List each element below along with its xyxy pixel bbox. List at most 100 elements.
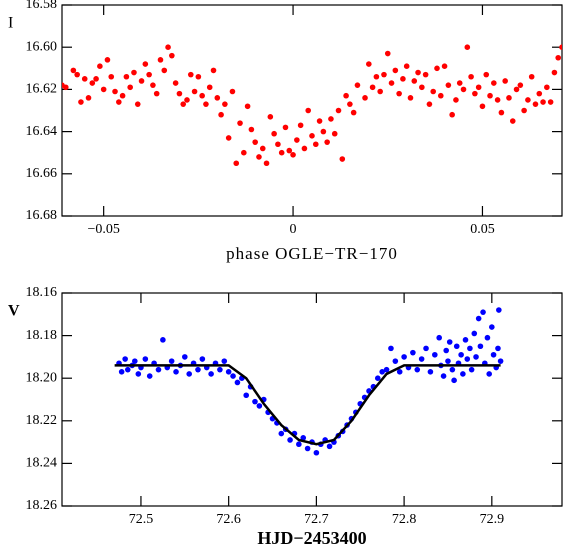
data-point bbox=[551, 69, 558, 76]
data-point bbox=[532, 101, 539, 107]
data-point bbox=[118, 369, 125, 375]
x-axis-label: phase OGLE−TR−170 bbox=[226, 244, 398, 263]
data-point bbox=[484, 334, 491, 341]
y-tick-label: 16.64 bbox=[26, 124, 58, 139]
data-point bbox=[304, 445, 311, 452]
data-point bbox=[287, 437, 293, 443]
data-point bbox=[187, 71, 194, 78]
data-point bbox=[267, 114, 274, 120]
data-point bbox=[374, 375, 381, 382]
data-point bbox=[229, 88, 236, 95]
data-point bbox=[221, 358, 228, 364]
data-point bbox=[142, 356, 149, 362]
data-point bbox=[210, 67, 217, 74]
data-point bbox=[490, 351, 497, 358]
data-point bbox=[494, 97, 501, 103]
data-point bbox=[388, 80, 395, 86]
data-point bbox=[472, 90, 478, 97]
y-tick-label: 18.24 bbox=[26, 456, 58, 471]
data-point bbox=[290, 152, 296, 158]
data-point bbox=[256, 403, 263, 409]
x-tick-label: 72.5 bbox=[129, 512, 154, 527]
plot-frame bbox=[61, 292, 563, 507]
data-point bbox=[256, 154, 262, 160]
y-tick-label: 18.18 bbox=[26, 328, 58, 343]
data-point bbox=[123, 73, 130, 80]
model-line bbox=[114, 364, 501, 446]
plot-frame bbox=[61, 4, 563, 217]
data-point bbox=[528, 73, 535, 80]
data-point bbox=[108, 73, 115, 80]
data-point bbox=[122, 356, 128, 362]
data-point bbox=[479, 103, 486, 110]
data-point bbox=[422, 71, 429, 78]
data-point bbox=[362, 95, 368, 101]
data-point bbox=[222, 101, 228, 107]
data-point bbox=[199, 92, 205, 99]
data-point bbox=[383, 366, 390, 373]
x-tick-label: 72.7 bbox=[304, 512, 329, 527]
data-point bbox=[335, 107, 342, 114]
data-point bbox=[127, 84, 133, 91]
data-point bbox=[294, 137, 300, 143]
data-point bbox=[449, 366, 456, 373]
data-point bbox=[369, 84, 376, 91]
data-point bbox=[150, 82, 156, 88]
data-point bbox=[381, 71, 387, 78]
data-point bbox=[218, 111, 224, 118]
data-point bbox=[104, 57, 111, 63]
data-point bbox=[316, 118, 323, 124]
data-point bbox=[89, 80, 96, 86]
data-point bbox=[506, 95, 512, 101]
data-point bbox=[169, 52, 175, 59]
data-point bbox=[401, 354, 407, 360]
data-point bbox=[460, 86, 467, 93]
data-point bbox=[70, 67, 77, 74]
data-point bbox=[443, 347, 450, 354]
data-point bbox=[392, 67, 399, 74]
data-point bbox=[331, 130, 338, 137]
data-point bbox=[473, 354, 479, 360]
data-point bbox=[93, 76, 99, 82]
y-axis-label: V bbox=[8, 303, 20, 320]
data-point bbox=[495, 345, 501, 352]
data-point bbox=[182, 354, 188, 360]
data-point bbox=[415, 69, 421, 76]
data-point bbox=[184, 97, 190, 103]
data-point bbox=[230, 373, 236, 379]
data-point bbox=[437, 92, 444, 99]
data-point bbox=[418, 356, 425, 362]
x-axis-label: HJD−2453400 bbox=[257, 528, 366, 548]
data-point bbox=[480, 309, 486, 315]
data-point bbox=[377, 88, 383, 95]
data-point bbox=[411, 78, 418, 84]
data-point bbox=[451, 377, 457, 384]
data-point bbox=[312, 141, 319, 148]
data-point bbox=[248, 126, 255, 133]
x-tick-label: 0 bbox=[290, 222, 297, 237]
data-point bbox=[225, 369, 232, 375]
data-point bbox=[517, 82, 524, 88]
y-tick-label: 18.16 bbox=[26, 285, 58, 300]
data-point bbox=[131, 69, 137, 76]
data-point bbox=[153, 90, 160, 97]
y-axis-label: I bbox=[8, 15, 13, 32]
data-point bbox=[388, 345, 394, 352]
data-point bbox=[432, 351, 438, 358]
data-point bbox=[146, 71, 152, 78]
data-point bbox=[540, 99, 546, 105]
x-tick-label: 0.05 bbox=[470, 222, 495, 237]
data-point bbox=[423, 345, 429, 352]
y-tick-label: 18.20 bbox=[26, 370, 58, 385]
data-point bbox=[373, 73, 380, 80]
data-point bbox=[525, 97, 531, 103]
data-point bbox=[259, 145, 266, 152]
data-point bbox=[426, 101, 433, 107]
data-point bbox=[471, 330, 478, 337]
data-point bbox=[453, 343, 460, 350]
data-point bbox=[427, 369, 434, 375]
data-point bbox=[301, 145, 308, 152]
data-point bbox=[354, 82, 361, 88]
data-point bbox=[449, 111, 455, 118]
